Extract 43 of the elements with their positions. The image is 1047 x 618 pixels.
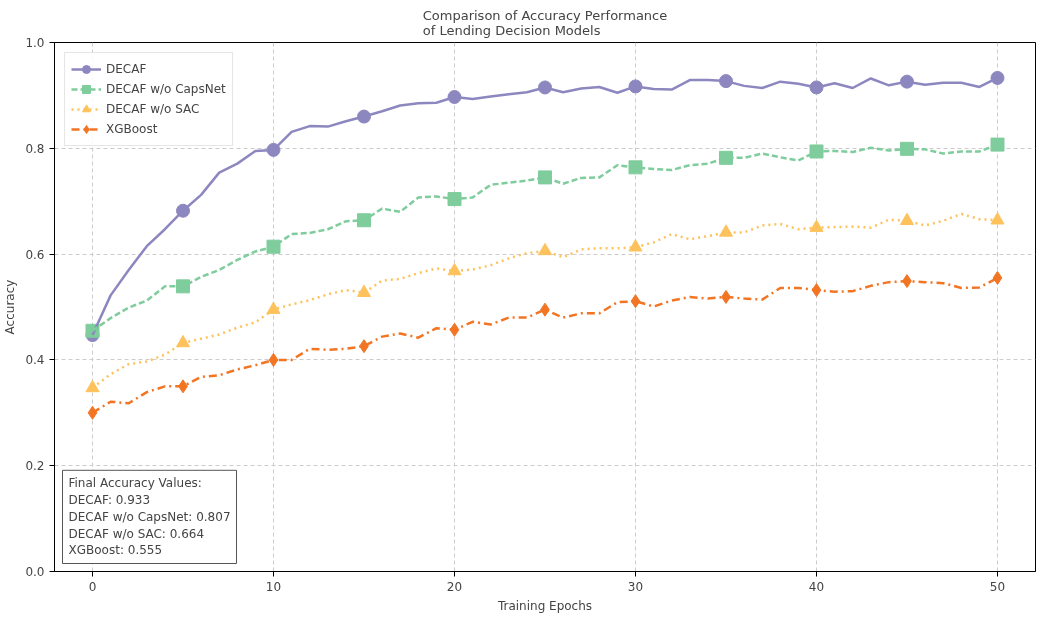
point <box>899 212 914 226</box>
point <box>809 219 824 232</box>
y-tick-label: 0.6 <box>25 247 45 262</box>
point <box>990 212 1005 225</box>
point <box>447 263 462 276</box>
point <box>899 141 914 156</box>
point <box>719 224 733 237</box>
point <box>176 334 191 348</box>
x-tick-label: 30 <box>627 579 644 594</box>
x-tick-label: 20 <box>446 579 463 594</box>
x-axis-title: Training Epochs <box>496 598 593 613</box>
point <box>628 239 643 252</box>
point <box>357 284 371 297</box>
x-tick-label: 10 <box>265 579 282 594</box>
point <box>538 242 552 256</box>
point <box>266 301 281 314</box>
legend-label: XGBoost <box>106 122 158 136</box>
y-tick-label: 0.0 <box>25 565 45 579</box>
point <box>630 294 641 309</box>
y-tick-label: 0.4 <box>25 353 45 368</box>
legend-label: DECAF w/o CapsNet <box>106 82 226 96</box>
x-tick-label: 40 <box>808 579 825 594</box>
point <box>85 379 100 393</box>
point <box>538 170 552 185</box>
x-tick-label: 50 <box>989 579 1006 594</box>
point <box>992 270 1003 285</box>
x-tick-label: 0 <box>88 579 97 594</box>
point <box>809 144 824 159</box>
annotation: Final Accuracy Values: DECAF: 0.933 DECAF w/o CapsNet: 0.807 DECAF w/o SAC: 0.664 XGBoost: 0.555 <box>68 476 231 558</box>
legend-label: DECAF <box>106 62 147 76</box>
point <box>990 137 1005 152</box>
point <box>266 239 281 254</box>
point <box>176 279 191 294</box>
y-tick-label: 0.8 <box>25 141 45 156</box>
point <box>990 70 1005 85</box>
chart-title: Comparison of Accuracy Performance of Lending Decision Models <box>422 7 668 38</box>
point <box>447 192 462 207</box>
y-tick-label: 0.2 <box>25 459 45 474</box>
y-axis-title: Accuracy <box>3 279 18 335</box>
y-tick-label: 1.0 <box>25 36 45 50</box>
point <box>628 160 643 175</box>
legend-label: DECAF w/o SAC <box>106 102 200 116</box>
point <box>268 352 279 367</box>
